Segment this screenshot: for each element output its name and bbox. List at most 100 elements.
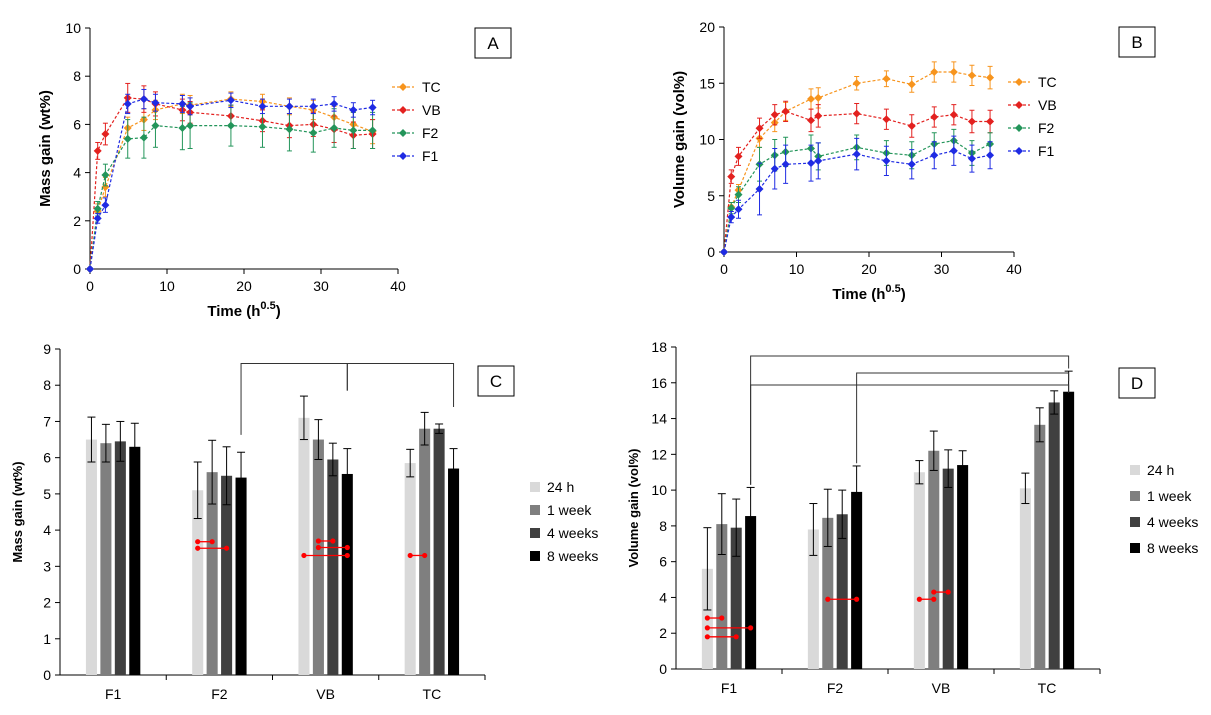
series-line bbox=[89, 124, 373, 270]
legend-swatch bbox=[530, 482, 540, 492]
bar bbox=[957, 465, 969, 669]
intra-group-marker-dot bbox=[195, 539, 201, 545]
panel-label-a: A bbox=[487, 34, 499, 53]
y-tick-label: 8 bbox=[73, 68, 81, 84]
y-tick-label: 4 bbox=[659, 589, 667, 605]
intra-group-marker-dot bbox=[719, 615, 725, 621]
data-point bbox=[907, 122, 916, 130]
series-1-week: 1 week bbox=[716, 407, 1192, 669]
bar bbox=[928, 450, 940, 669]
bar bbox=[448, 468, 460, 675]
x-tick-label: VB bbox=[932, 680, 951, 696]
series-f1: F1 bbox=[86, 88, 439, 273]
bar bbox=[942, 468, 954, 669]
significance-bracket bbox=[750, 355, 1070, 485]
data-point bbox=[781, 107, 790, 116]
x-axis-label: Time (h0.5) bbox=[832, 283, 905, 303]
y-tick-label: 4 bbox=[73, 165, 81, 181]
data-point bbox=[101, 130, 110, 139]
data-point bbox=[330, 124, 339, 133]
intra-group-marker-dot bbox=[704, 625, 710, 631]
data-point bbox=[882, 156, 891, 165]
y-tick-label: 6 bbox=[43, 450, 51, 466]
legend-swatch bbox=[530, 528, 540, 538]
series-vb: VB bbox=[86, 82, 441, 273]
panel-label-d: D bbox=[1131, 374, 1143, 393]
bar bbox=[730, 527, 742, 669]
significance-bracket bbox=[750, 384, 1070, 485]
y-tick-label: 6 bbox=[73, 116, 81, 132]
data-point bbox=[727, 172, 736, 181]
data-point bbox=[949, 146, 958, 155]
bar bbox=[206, 472, 218, 675]
series-f1: F1 bbox=[720, 135, 1055, 256]
panel-label-c: C bbox=[490, 372, 502, 391]
series-4-weeks: 4 weeks bbox=[114, 420, 598, 675]
data-point bbox=[967, 71, 976, 80]
intra-group-marker-dot bbox=[422, 552, 428, 559]
data-point bbox=[285, 102, 294, 111]
bar bbox=[1019, 488, 1031, 669]
data-point bbox=[852, 79, 861, 88]
series-1-week: 1 week bbox=[100, 411, 592, 675]
panel-d-bar-chart: 0 2 4 6 8 10 12 14 16 18 Volume gain (vol%) F1 F2 VB T… bbox=[626, 339, 1198, 696]
data-point bbox=[814, 111, 823, 120]
y-tick-label: 12 bbox=[651, 446, 667, 462]
data-point bbox=[734, 152, 743, 161]
x-tick-label: 30 bbox=[313, 278, 329, 294]
y-axis-label: Volume gain (vol%) bbox=[626, 449, 641, 568]
data-point bbox=[930, 151, 939, 160]
bar bbox=[85, 439, 97, 675]
data-point bbox=[151, 98, 160, 107]
intra-group-marker-dot bbox=[407, 552, 413, 559]
data-point bbox=[755, 124, 764, 133]
data-point bbox=[907, 80, 916, 89]
legend-label: F1 bbox=[422, 148, 439, 164]
data-point bbox=[123, 99, 132, 108]
y-axis-label: Mass gain (wt%) bbox=[10, 461, 25, 562]
bar bbox=[419, 428, 431, 675]
data-point bbox=[123, 134, 132, 143]
y-tick-label: 2 bbox=[73, 213, 81, 229]
data-point bbox=[151, 121, 160, 130]
bar bbox=[100, 443, 112, 675]
x-tick-label: TC bbox=[423, 686, 442, 702]
data-point bbox=[226, 121, 235, 130]
series-8-weeks: 8 weeks bbox=[129, 422, 598, 675]
data-point bbox=[178, 99, 187, 108]
data-point bbox=[949, 110, 958, 119]
intra-group-marker-dot bbox=[195, 545, 201, 551]
y-tick-label: 15 bbox=[699, 75, 715, 91]
intra-group-marker-dot bbox=[704, 615, 710, 621]
panel-a-line-chart: 0 2 4 6 8 10 0 10 20 30 40 Mass gain (wt%) Time (h0.… bbox=[37, 20, 512, 320]
bar bbox=[221, 475, 233, 675]
legend-label: TC bbox=[422, 79, 441, 95]
legend-label: 8 weeks bbox=[547, 548, 598, 564]
bar bbox=[192, 490, 204, 675]
x-tick-label: TC bbox=[1038, 680, 1057, 696]
bar bbox=[235, 477, 247, 675]
bar bbox=[341, 473, 353, 675]
legend-marker bbox=[1015, 124, 1023, 132]
y-tick-label: 9 bbox=[43, 341, 51, 357]
legend-label: 1 week bbox=[1147, 488, 1192, 504]
legend-swatch bbox=[530, 505, 540, 515]
series-f2: F2 bbox=[720, 120, 1055, 256]
intra-group-marker-dot bbox=[931, 596, 937, 602]
legend-marker bbox=[399, 152, 407, 160]
series-vb: VB bbox=[720, 97, 1057, 256]
data-point bbox=[309, 102, 318, 111]
y-tick-label: 0 bbox=[659, 661, 667, 677]
data-point bbox=[882, 115, 891, 124]
y-axis-label: Volume gain (vol%) bbox=[671, 71, 688, 208]
data-point bbox=[734, 190, 743, 199]
intra-group-marker-dot bbox=[344, 544, 350, 551]
y-tick-label: 14 bbox=[651, 411, 667, 427]
data-point bbox=[720, 248, 728, 256]
data-point bbox=[755, 185, 764, 193]
legend-label: 8 weeks bbox=[1147, 540, 1198, 556]
data-point bbox=[852, 150, 861, 159]
data-point bbox=[852, 109, 861, 118]
legend-marker bbox=[399, 129, 407, 137]
